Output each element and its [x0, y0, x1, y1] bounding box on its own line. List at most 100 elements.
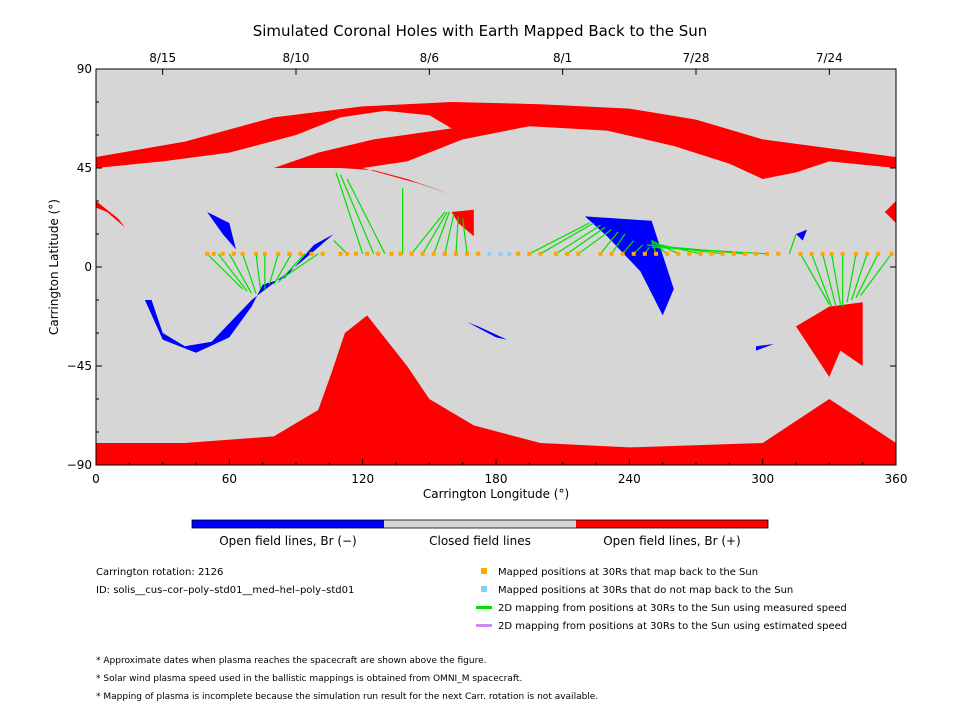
measured-mapping-line — [622, 240, 635, 255]
unmapped-point — [498, 251, 503, 256]
measured-mapping-line — [268, 253, 279, 285]
measured-mapping-line — [529, 222, 590, 255]
mapped-point — [654, 251, 658, 256]
note-incomplete: * Mapping of plasma is incomplete becaus… — [96, 692, 599, 702]
mapped-point — [642, 251, 647, 256]
date-label: 8/10 — [283, 51, 310, 65]
legend-item-mapped: Mapped positions at 30Rs that map back t… — [476, 566, 758, 580]
mapped-point — [476, 251, 481, 256]
mapped-point — [765, 251, 770, 256]
mapped-point — [554, 251, 558, 256]
colorbar-segment — [576, 520, 768, 528]
mapped-point — [598, 251, 603, 256]
measured-mapping-line — [850, 253, 868, 301]
date-label: 8/6 — [420, 51, 439, 65]
mapped-point — [631, 251, 636, 256]
mapped-point — [809, 251, 814, 256]
x-axis-label: Carrington Longitude (°) — [423, 487, 569, 501]
colorbar-label-negative: Open field lines, Br (−) — [219, 534, 357, 548]
measured-mapping-line — [282, 253, 319, 279]
colorbar-frame — [191, 519, 769, 529]
measured-mapping-line — [242, 253, 257, 294]
measured-mapping-line — [422, 211, 448, 255]
y-tick-label: −90 — [67, 458, 92, 472]
axes: 0 60 120 180 240 300 360 −90 −45 0 45 90 8/15 8/10 8/6… — [67, 51, 908, 486]
mapped-point — [620, 251, 625, 256]
chart-title: Simulated Coronal Holes with Earth Mappe… — [252, 22, 708, 40]
x-tick-label: 360 — [885, 472, 908, 486]
measured-mapping-line — [444, 214, 455, 254]
negative-open-field-region — [144, 234, 334, 353]
mapped-point — [354, 251, 358, 256]
mapped-point — [840, 251, 845, 256]
measured-mapping-line — [822, 253, 837, 307]
measured-mapping-line — [339, 174, 375, 255]
mapped-point — [865, 251, 870, 256]
colorbar-label-closed: Closed field lines — [429, 534, 531, 548]
negative-open-field-region — [796, 229, 808, 241]
mapped-point — [320, 251, 325, 256]
measured-mapping-line — [346, 178, 386, 255]
measured-mapping-line — [411, 211, 446, 255]
x-tick-label: 180 — [485, 472, 508, 486]
mapped-point — [742, 251, 747, 256]
note-speed-source: * Solar wind plasma speed used in the ba… — [96, 674, 523, 684]
note-dates: * Approximate dates when plasma reaches … — [96, 656, 487, 666]
mapped-point — [276, 251, 281, 256]
measured-mapping-line — [462, 218, 468, 254]
measured-mapping-line — [455, 216, 459, 254]
mapped-point — [698, 251, 703, 256]
positive-open-field-region — [96, 201, 125, 228]
mapped-points — [205, 251, 894, 256]
mapped-point — [262, 251, 267, 256]
mapped-point — [687, 251, 692, 256]
mapped-point — [345, 251, 350, 256]
measured-mapping-line — [555, 224, 601, 255]
unmapped-point — [507, 251, 512, 256]
measured-mapping-line — [335, 172, 364, 254]
y-tick-label: 45 — [77, 161, 92, 175]
mapped-point — [676, 251, 681, 256]
mapped-point — [240, 251, 245, 256]
legend-label: Mapped positions at 30Rs that do not map… — [498, 585, 794, 596]
orange-square-icon — [481, 568, 487, 574]
positive-open-field-region — [796, 302, 863, 377]
measured-mapping-line — [228, 253, 253, 294]
measured-mapping-line — [599, 231, 619, 255]
mapped-point — [731, 251, 736, 256]
measured-mapping-line — [540, 222, 595, 255]
mapped-point — [338, 251, 343, 256]
mapped-point — [309, 251, 314, 256]
measured-mapping-line — [255, 253, 262, 290]
colorbar-segment — [192, 520, 384, 528]
mapped-point — [720, 251, 725, 256]
measured-mapping-line — [273, 253, 293, 285]
legend-label: 2D mapping from positions at 30Rs to the… — [498, 621, 848, 632]
mapped-point — [376, 251, 381, 256]
mapped-point — [576, 251, 581, 256]
blue-square-icon — [481, 586, 487, 592]
carrington-rotation: Carrington rotation: 2126 — [96, 567, 224, 578]
purple-line-icon — [476, 623, 492, 627]
measured-mapping-line — [651, 246, 768, 255]
legend-item-not-mapped: Mapped positions at 30Rs that do not map… — [476, 584, 793, 598]
mapped-point — [538, 251, 543, 256]
mapped-point — [205, 251, 210, 256]
mapped-point — [287, 251, 292, 256]
measured-mapping-line — [855, 253, 879, 299]
mapped-point — [516, 251, 521, 256]
colorbar — [191, 519, 769, 529]
unmapped-point — [487, 251, 492, 256]
date-label: 7/28 — [683, 51, 710, 65]
date-label: 7/24 — [816, 51, 843, 65]
mapped-point — [220, 251, 225, 256]
measured-mapping-line — [217, 253, 248, 292]
mapped-point — [876, 251, 881, 256]
x-tick-label: 60 — [222, 472, 237, 486]
legend-item-measured-speed: 2D mapping from positions at 30Rs to the… — [476, 602, 847, 616]
mapped-point — [754, 251, 758, 256]
y-tick-label: 90 — [77, 62, 92, 76]
mapped-point — [465, 251, 470, 256]
mapped-point — [409, 251, 414, 256]
